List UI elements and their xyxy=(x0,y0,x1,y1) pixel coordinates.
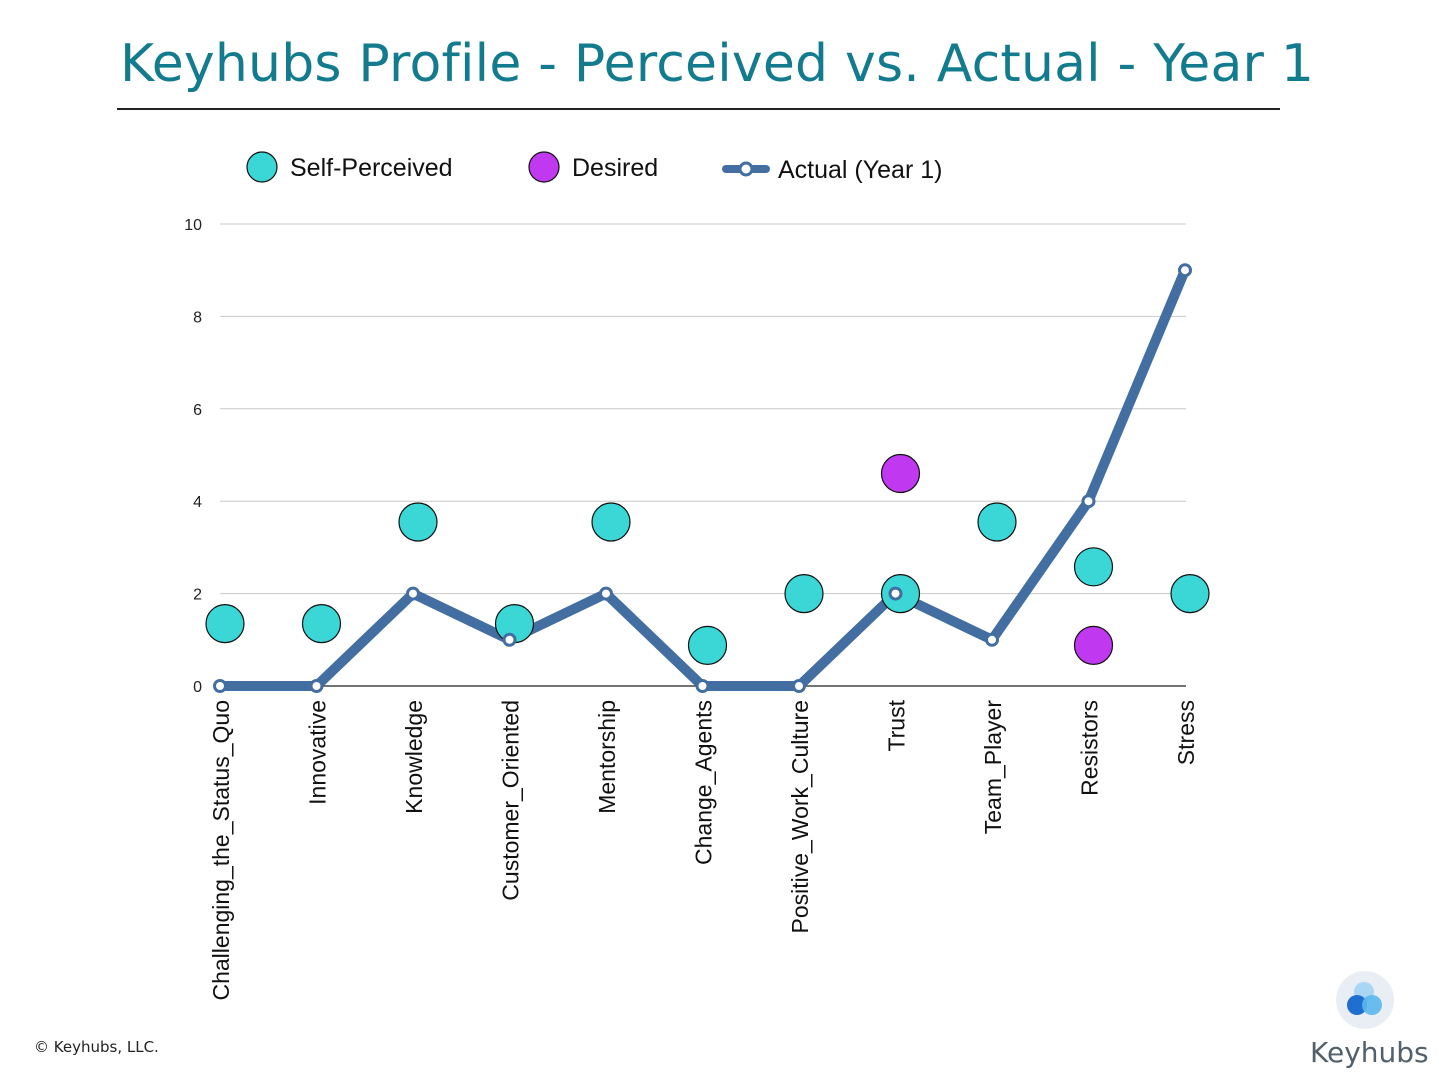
title-underline xyxy=(117,108,1280,110)
actual-line xyxy=(215,265,1190,691)
actual-marker xyxy=(309,679,324,693)
x-tick-label: Stress xyxy=(1173,700,1199,765)
copyright-text: © Keyhubs, LLC. xyxy=(34,1038,159,1056)
self-perceived-point xyxy=(687,625,728,665)
series-points xyxy=(205,263,1210,693)
brand-logo-icon xyxy=(1336,971,1394,1029)
brand-name: Keyhubs xyxy=(1310,1036,1429,1069)
actual-marker xyxy=(792,679,806,693)
actual-marker xyxy=(888,586,903,601)
self-perceived-point xyxy=(591,502,631,542)
x-tick-label: Challenging_the_Status_Quo xyxy=(208,700,234,1001)
x-tick-label: Resistors xyxy=(1077,700,1103,796)
x-tick-label: Team_Player xyxy=(980,700,1006,835)
y-tick-label: 8 xyxy=(193,309,202,326)
chart-grid xyxy=(220,223,1186,687)
legend-swatch xyxy=(528,151,560,183)
x-tick-label: Change_Agents xyxy=(691,700,717,865)
actual-marker xyxy=(599,586,613,601)
actual-marker xyxy=(213,679,227,693)
self-perceived-point xyxy=(784,573,824,614)
desired-point xyxy=(880,453,921,494)
x-tick-label: Positive_Work_Culture xyxy=(787,700,813,934)
actual-marker xyxy=(406,586,420,601)
series-actual-year-1 xyxy=(215,265,1190,691)
legend-swatch-marker xyxy=(738,161,754,177)
legend-label: Actual (Year 1) xyxy=(778,156,942,184)
y-tick-label: 10 xyxy=(184,217,202,234)
y-tick-label: 0 xyxy=(193,679,202,696)
x-tick-label: Trust xyxy=(884,699,910,751)
y-axis-ticks: 0 2 4 6 8 10 xyxy=(184,217,202,696)
self-perceived-point xyxy=(1170,573,1210,614)
x-tick-label: Customer_Oriented xyxy=(498,700,524,901)
x-tick-label: Knowledge xyxy=(401,700,427,814)
actual-marker xyxy=(1178,263,1192,278)
legend-label: Desired xyxy=(572,154,658,182)
x-tick-label: Innovative xyxy=(305,700,331,805)
self-perceived-point xyxy=(301,604,342,644)
actual-marker xyxy=(985,632,999,647)
y-tick-label: 2 xyxy=(193,587,202,604)
self-perceived-point xyxy=(398,502,438,542)
legend-label: Self-Perceived xyxy=(290,154,453,182)
chart-legend: Self-Perceived Desired Actual (Year 1) xyxy=(246,151,942,184)
x-axis-ticks: Challenging_the_Status_Quo Innovative Know… xyxy=(208,699,1199,1000)
desired-point xyxy=(1073,625,1114,665)
page-title: Keyhubs Profile - Perceived vs. Actual -… xyxy=(120,34,1315,94)
y-tick-label: 6 xyxy=(193,402,202,419)
actual-marker xyxy=(1081,494,1096,509)
y-tick-label: 4 xyxy=(193,494,202,511)
actual-marker xyxy=(502,632,517,647)
legend-swatch xyxy=(246,151,278,183)
x-tick-label: Mentorship xyxy=(594,700,620,814)
self-perceived-point xyxy=(1073,547,1114,587)
self-perceived-point xyxy=(977,502,1017,542)
actual-marker xyxy=(695,679,710,693)
self-perceived-point xyxy=(205,604,245,644)
